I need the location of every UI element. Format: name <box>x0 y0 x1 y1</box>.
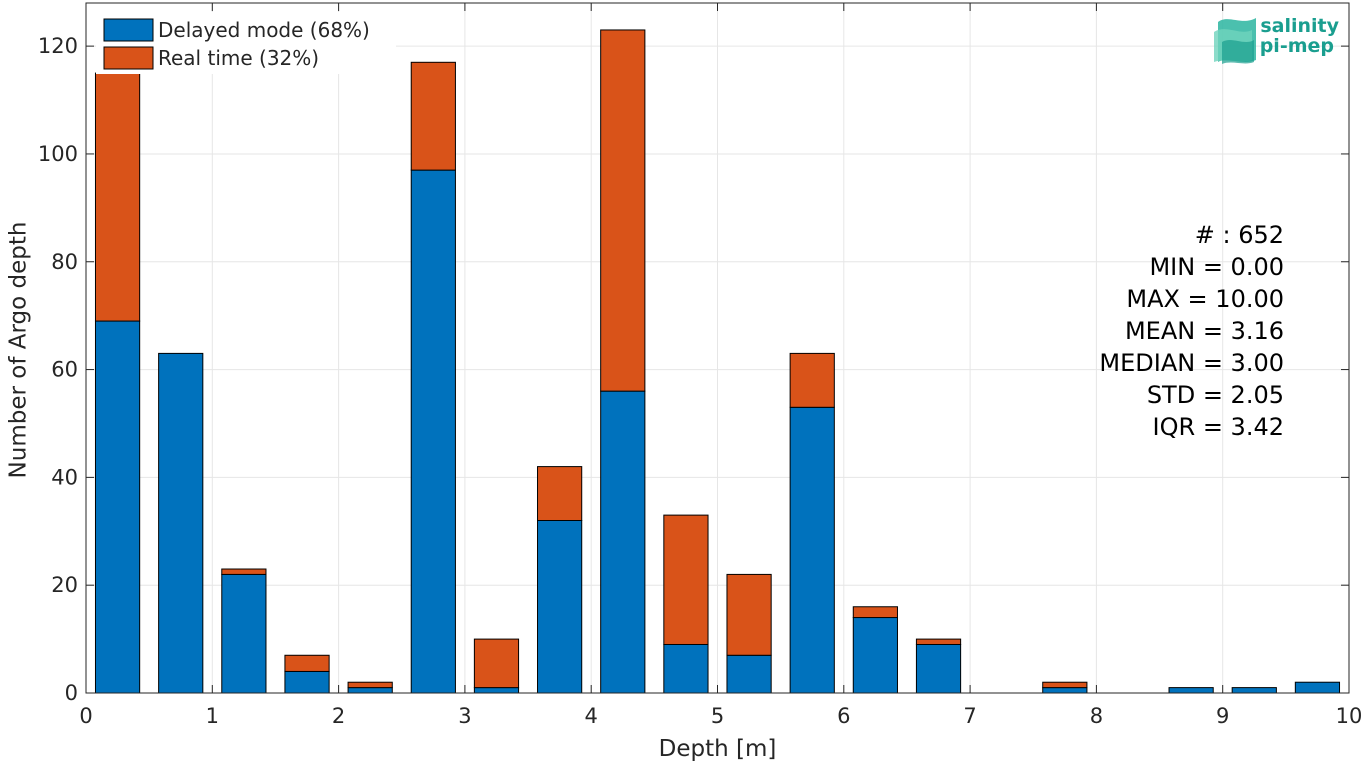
bar-delayed <box>726 654 772 694</box>
bar-delayed <box>473 687 520 694</box>
stats-box: # : 652 MIN = 0.00 MAX = 10.00 MEAN = 3.16 M… <box>1099 221 1284 441</box>
bar-delayed <box>158 352 204 694</box>
bar-delayed <box>852 617 898 694</box>
legend-label: Real time (32%) <box>158 46 319 70</box>
bar-delayed <box>347 687 393 694</box>
stats-line: MEAN = 3.16 <box>1125 317 1284 345</box>
legend-swatch <box>103 46 154 70</box>
x-axis-ticks: 0 1 2 3 4 5 6 7 8 9 10 <box>79 3 1362 728</box>
bar-realtime <box>600 29 646 392</box>
bar-realtime <box>221 568 267 575</box>
bar-delayed <box>410 169 456 694</box>
bar-realtime <box>789 352 835 408</box>
x-tick-label: 9 <box>1216 704 1229 728</box>
bar-realtime <box>473 638 520 689</box>
y-axis-label: Number of Argo depth <box>6 222 32 479</box>
y-tick-label: 100 <box>38 142 78 166</box>
legend-label: Delayed mode (68%) <box>158 18 370 42</box>
stats-line: STD = 2.05 <box>1147 381 1284 409</box>
bar-realtime <box>94 72 141 322</box>
x-tick-label: 8 <box>1090 704 1103 728</box>
x-axis-label: Depth [m] <box>659 736 777 762</box>
x-tick-label: 0 <box>79 704 92 728</box>
y-tick-label: 80 <box>51 250 78 274</box>
wave-logo-icon <box>1214 18 1256 64</box>
logo-text-pi-mep: pi-mep <box>1260 35 1334 57</box>
y-axis-ticks: 0 20 40 60 80 100 120 <box>38 34 1349 705</box>
bar-delayed <box>1042 687 1088 694</box>
x-tick-label: 3 <box>458 704 471 728</box>
y-tick-label: 0 <box>65 681 78 705</box>
bar-delayed <box>537 520 583 694</box>
bar-realtime <box>1042 681 1088 689</box>
bar-realtime <box>537 466 583 521</box>
x-tick-label: 1 <box>206 704 219 728</box>
logo-text-salinity: salinity <box>1260 15 1339 37</box>
bar-realtime <box>726 573 772 656</box>
bar-delayed <box>94 320 141 694</box>
stats-line: MEDIAN = 3.00 <box>1099 349 1284 377</box>
x-tick-label: 4 <box>585 704 598 728</box>
y-tick-label: 120 <box>38 34 78 58</box>
bar-delayed <box>1231 687 1277 694</box>
stats-line: # : 652 <box>1195 221 1284 249</box>
bar-delayed <box>915 643 962 694</box>
bar-realtime <box>852 606 898 619</box>
bar-realtime <box>663 514 709 645</box>
bars <box>94 29 1341 694</box>
x-tick-label: 2 <box>332 704 345 728</box>
bar-realtime <box>347 681 393 689</box>
x-tick-label: 6 <box>837 704 850 728</box>
stats-line: MAX = 10.00 <box>1126 285 1284 313</box>
bar-delayed <box>284 670 330 694</box>
bar-delayed <box>1168 687 1214 694</box>
bar-delayed <box>1294 681 1341 694</box>
y-tick-label: 40 <box>51 465 78 489</box>
stats-line: MIN = 0.00 <box>1149 253 1284 281</box>
bar-realtime <box>410 61 456 171</box>
y-tick-label: 60 <box>51 358 78 382</box>
x-tick-label: 10 <box>1336 704 1363 728</box>
bar-delayed <box>789 406 835 694</box>
bar-delayed <box>600 390 646 694</box>
y-tick-label: 20 <box>51 573 78 597</box>
bar-realtime <box>915 638 962 645</box>
legend-swatch <box>103 18 154 42</box>
bar-realtime <box>284 654 330 672</box>
x-tick-label: 7 <box>963 704 976 728</box>
stats-line: IQR = 3.42 <box>1153 413 1284 441</box>
salinity-pi-mep-logo: salinity pi-mep <box>1214 15 1340 64</box>
legend: Delayed mode (68%) Real time (32%) <box>96 12 396 74</box>
bar-delayed <box>221 573 267 694</box>
bar-delayed <box>663 643 709 694</box>
x-tick-label: 5 <box>711 704 724 728</box>
